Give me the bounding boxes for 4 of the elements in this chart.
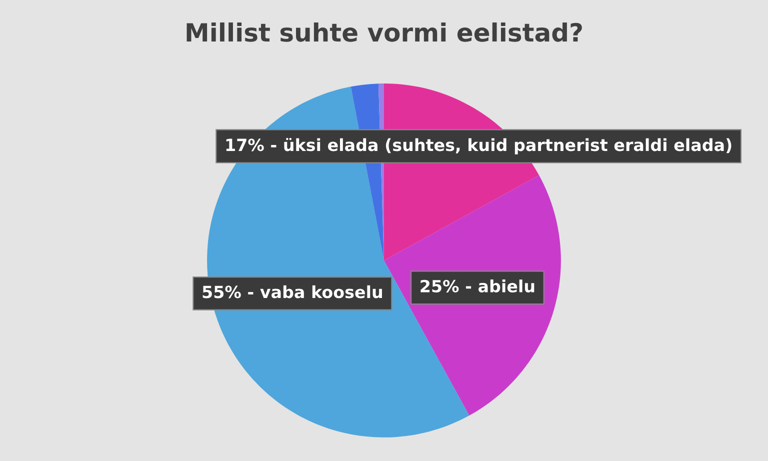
- slice-label: 17% - üksi elada (suhtes, kuid partnerist eraldi elada): [226, 138, 732, 154]
- chart-title: Millist suhte vormi eelistad?: [186, 22, 582, 42]
- slice-label: 55% - vaba kooselu: [202, 285, 382, 298]
- slice-label: 25% - abielu: [420, 280, 534, 292]
